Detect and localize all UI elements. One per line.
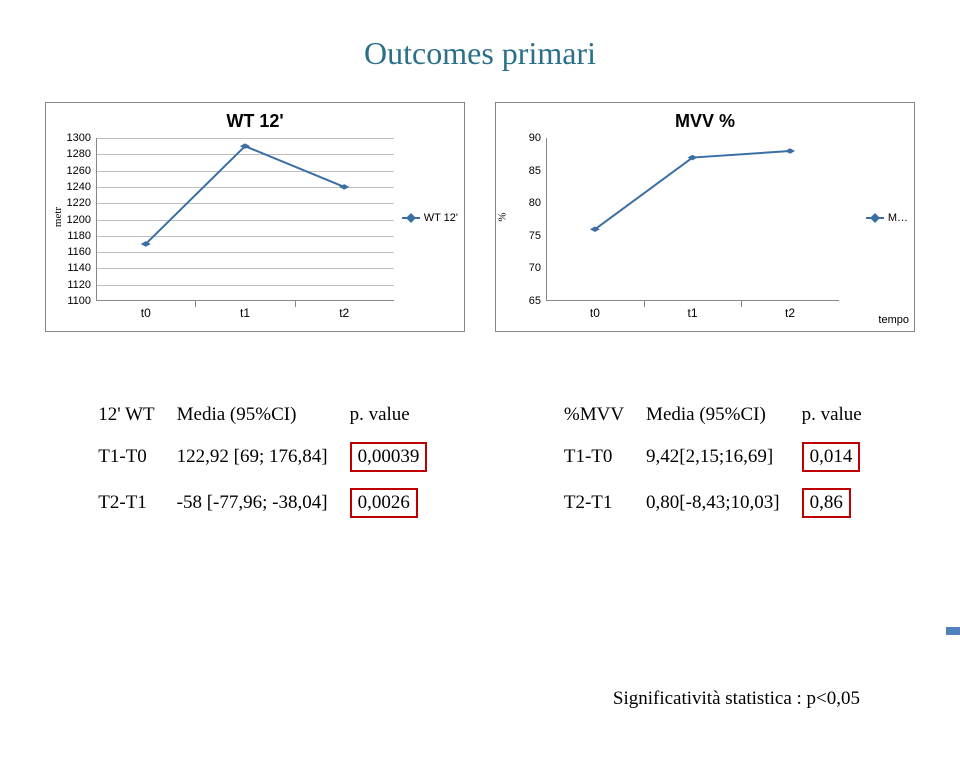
x-tick-label: t1 — [687, 301, 697, 320]
y-tick-label: 65 — [529, 295, 546, 307]
table-cell: 0,80[-8,43;10,03] — [640, 484, 786, 522]
charts-row: WT 12' metr 1100112011401160118012001220… — [0, 102, 960, 332]
y-tick-label: 85 — [529, 165, 546, 177]
x-tick-label: t0 — [141, 301, 151, 320]
y-tick-label: 80 — [529, 197, 546, 209]
chart-mvv-legend-label: M… — [888, 212, 908, 224]
table-header-cell: %MVV — [558, 400, 630, 430]
table-header-cell: p. value — [796, 400, 868, 430]
chart-mvv-plot: 657075808590t0t1t2 — [546, 138, 839, 301]
table-cell: 0,00039 — [344, 438, 434, 476]
y-tick-label: 75 — [529, 230, 546, 242]
x-tick-label: t2 — [785, 301, 795, 320]
chart-wt12: WT 12' metr 1100112011401160118012001220… — [45, 102, 465, 332]
table-cell: T2-T1 — [558, 484, 630, 522]
diamond-icon — [406, 213, 416, 223]
tables-row: 12' WT Media (95%CI) p. value T1-T0 122,92 [… — [0, 392, 960, 530]
table-row: T2-T1 0,80[-8,43;10,03] 0,86 — [558, 484, 868, 522]
diamond-icon — [870, 213, 880, 223]
y-tick-label: 1260 — [67, 165, 96, 177]
y-tick-label: 1140 — [67, 262, 96, 274]
table-cell: T1-T0 — [558, 438, 630, 476]
y-tick-label: 1120 — [67, 279, 96, 291]
chart-wt12-ylabel: metr — [52, 207, 64, 227]
table-header-cell: 12' WT — [92, 400, 160, 430]
page-title: Outcomes primari — [0, 35, 960, 72]
table-cell: 9,42[2,15;16,69] — [640, 438, 786, 476]
decor-blue-bar — [946, 627, 960, 635]
y-tick-label: 1220 — [67, 197, 96, 209]
chart-mvv-title: MVV % — [675, 111, 735, 132]
x-tick-label: t1 — [240, 301, 250, 320]
table-row: T1-T0 9,42[2,15;16,69] 0,014 — [558, 438, 868, 476]
y-tick-label: 1300 — [67, 132, 96, 144]
table-cell: T2-T1 — [92, 484, 160, 522]
table-header-cell: Media (95%CI) — [171, 400, 334, 430]
table-row: T2-T1 -58 [-77,96; -38,04] 0,0026 — [92, 484, 433, 522]
y-tick-label: 90 — [529, 132, 546, 144]
chart-mvv: MVV % % tempo 657075808590t0t1t2 M… — [495, 102, 915, 332]
chart-wt12-plot: 1100112011401160118012001220124012601280… — [96, 138, 394, 301]
y-tick-label: 1200 — [67, 214, 96, 226]
table-cell: -58 [-77,96; -38,04] — [171, 484, 334, 522]
table-mvv: %MVV Media (95%CI) p. value T1-T0 9,42[2,15;… — [548, 392, 878, 530]
table-cell: 0,014 — [796, 438, 868, 476]
footnote: Significatività statistica : p<0,05 — [613, 688, 860, 710]
chart-mvv-ylabel: % — [497, 212, 509, 221]
table-cell: 122,92 [69; 176,84] — [171, 438, 334, 476]
table-header-cell: Media (95%CI) — [640, 400, 786, 430]
y-tick-label: 70 — [529, 262, 546, 274]
chart-mvv-legend: M… — [866, 212, 908, 224]
y-tick-label: 1100 — [67, 295, 96, 307]
y-tick-label: 1240 — [67, 181, 96, 193]
x-tick-label: t2 — [339, 301, 349, 320]
chart-mvv-xlabel: tempo — [878, 314, 909, 326]
table-header-cell: p. value — [344, 400, 434, 430]
chart-wt12-title: WT 12' — [226, 111, 283, 132]
y-tick-label: 1280 — [67, 148, 96, 160]
y-tick-label: 1180 — [67, 230, 96, 242]
table-row: T1-T0 122,92 [69; 176,84] 0,00039 — [92, 438, 433, 476]
y-tick-label: 1160 — [67, 246, 96, 258]
table-wt12: 12' WT Media (95%CI) p. value T1-T0 122,92 [… — [82, 392, 443, 530]
x-tick-label: t0 — [590, 301, 600, 320]
chart-wt12-legend-label: WT 12' — [424, 212, 458, 224]
table-cell: T1-T0 — [92, 438, 160, 476]
table-cell: 0,86 — [796, 484, 868, 522]
chart-wt12-legend: WT 12' — [402, 212, 458, 224]
table-cell: 0,0026 — [344, 484, 434, 522]
